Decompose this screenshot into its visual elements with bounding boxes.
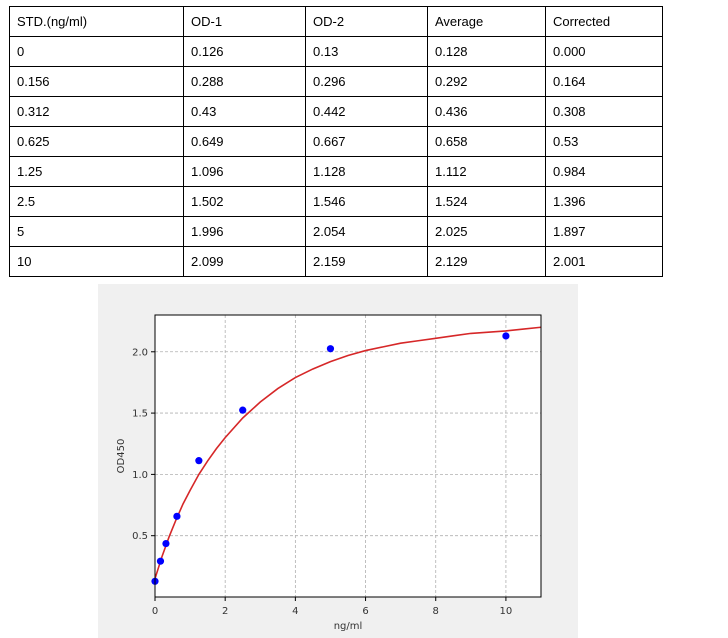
table-cell: 0.658 <box>427 126 546 157</box>
table-cell: 0.292 <box>427 66 546 97</box>
standard-curve-table: STD.(ng/ml) OD-1 OD-2 Average Corrected … <box>9 6 663 277</box>
x-tick-label: 0 <box>152 606 158 617</box>
table-row: 0.312 0.43 0.442 0.436 0.308 <box>9 96 663 127</box>
table-cell: 2.129 <box>427 246 546 277</box>
table-cell: 0.288 <box>183 66 306 97</box>
x-tick-label: 10 <box>500 606 513 617</box>
table-cell: 0.13 <box>305 36 428 67</box>
plot-area <box>155 315 541 597</box>
table-cell: 0.128 <box>427 36 546 67</box>
y-tick-label: 0.5 <box>132 531 148 542</box>
x-tick-label: 2 <box>222 606 228 617</box>
x-axis-ticks: 0 2 4 6 8 10 <box>152 597 512 617</box>
table-row: 5 1.996 2.054 2.025 1.897 <box>9 216 663 247</box>
table-cell: 2.054 <box>305 216 428 247</box>
table-cell: 0.164 <box>545 66 663 97</box>
table-cell: 0.308 <box>545 96 663 127</box>
table-cell: 1.396 <box>545 186 663 217</box>
table-cell: 0.312 <box>9 96 184 127</box>
table-row: 1.25 1.096 1.128 1.112 0.984 <box>9 156 663 187</box>
table-cell: 2.025 <box>427 216 546 247</box>
table-cell: 0.53 <box>545 126 663 157</box>
data-point <box>195 457 203 465</box>
column-header-corrected: Corrected <box>545 6 663 37</box>
data-point <box>156 557 165 565</box>
table-row: 10 2.099 2.159 2.129 2.001 <box>9 246 663 277</box>
data-points-layer <box>151 332 510 585</box>
data-point <box>502 332 510 340</box>
fit-curve-layer <box>154 326 542 579</box>
x-tick-label: 6 <box>362 606 368 617</box>
chart-figure: 0 2 4 6 8 10 0.5 1.0 1.5 2.0 ng/ml OD450 <box>98 284 578 638</box>
table-row: 0 0.126 0.13 0.128 0.000 <box>9 36 663 67</box>
table-cell: 1.502 <box>183 186 306 217</box>
table-row: 2.5 1.502 1.546 1.524 1.396 <box>9 186 663 217</box>
table-cell: 0.43 <box>183 96 306 127</box>
fit-curve <box>154 326 542 579</box>
table-cell: 1.128 <box>305 156 428 187</box>
table-cell: 0.156 <box>9 66 184 97</box>
table-cell: 2.159 <box>305 246 428 277</box>
table-cell: 1.096 <box>183 156 306 187</box>
y-tick-label: 1.5 <box>132 409 148 420</box>
table-cell: 1.546 <box>305 186 428 217</box>
y-tick-label: 1.0 <box>132 470 148 481</box>
table-cell: 0.625 <box>9 126 184 157</box>
table-cell: 2.001 <box>545 246 663 277</box>
table-cell: 1.996 <box>183 216 306 247</box>
x-tick-label: 4 <box>292 606 298 617</box>
column-header-std: STD.(ng/ml) <box>9 6 184 37</box>
table-cell: 10 <box>9 246 184 277</box>
table-cell: 0.649 <box>183 126 306 157</box>
column-header-average: Average <box>427 6 546 37</box>
column-header-od1: OD-1 <box>183 6 306 37</box>
column-header-od2: OD-2 <box>305 6 428 37</box>
table-cell: 5 <box>9 216 184 247</box>
y-axis-ticks: 0.5 1.0 1.5 2.0 <box>132 347 155 542</box>
table-cell: 0.000 <box>545 36 663 67</box>
plot-frame <box>154 314 542 598</box>
table-cell: 0 <box>9 36 184 67</box>
data-point <box>326 345 335 353</box>
table-cell: 1.524 <box>427 186 546 217</box>
table-row: 0.156 0.288 0.296 0.292 0.164 <box>9 66 663 97</box>
data-point <box>173 512 181 520</box>
grid-lines <box>154 315 541 597</box>
x-axis-label: ng/ml <box>334 621 363 632</box>
y-axis-label: OD450 <box>116 439 127 474</box>
table-cell: 0.436 <box>427 96 546 127</box>
table-cell: 0.667 <box>305 126 428 157</box>
x-tick-label: 8 <box>433 606 439 617</box>
table-cell: 1.112 <box>427 156 546 187</box>
data-point <box>239 406 247 414</box>
table-cell: 2.099 <box>183 246 306 277</box>
table-cell: 1.897 <box>545 216 663 247</box>
table-cell: 0.442 <box>305 96 428 127</box>
table-cell: 0.126 <box>183 36 306 67</box>
table-cell: 0.296 <box>305 66 428 97</box>
table-cell: 0.984 <box>545 156 663 187</box>
table-header-row: STD.(ng/ml) OD-1 OD-2 Average Corrected <box>9 6 663 37</box>
y-tick-label: 2.0 <box>132 347 148 358</box>
data-point <box>162 539 170 548</box>
table-cell: 1.25 <box>9 156 184 187</box>
standard-curve-chart: 0 2 4 6 8 10 0.5 1.0 1.5 2.0 ng/ml OD450 <box>116 314 542 632</box>
table-cell: 2.5 <box>9 186 184 217</box>
table-row: 0.625 0.649 0.667 0.658 0.53 <box>9 126 663 157</box>
